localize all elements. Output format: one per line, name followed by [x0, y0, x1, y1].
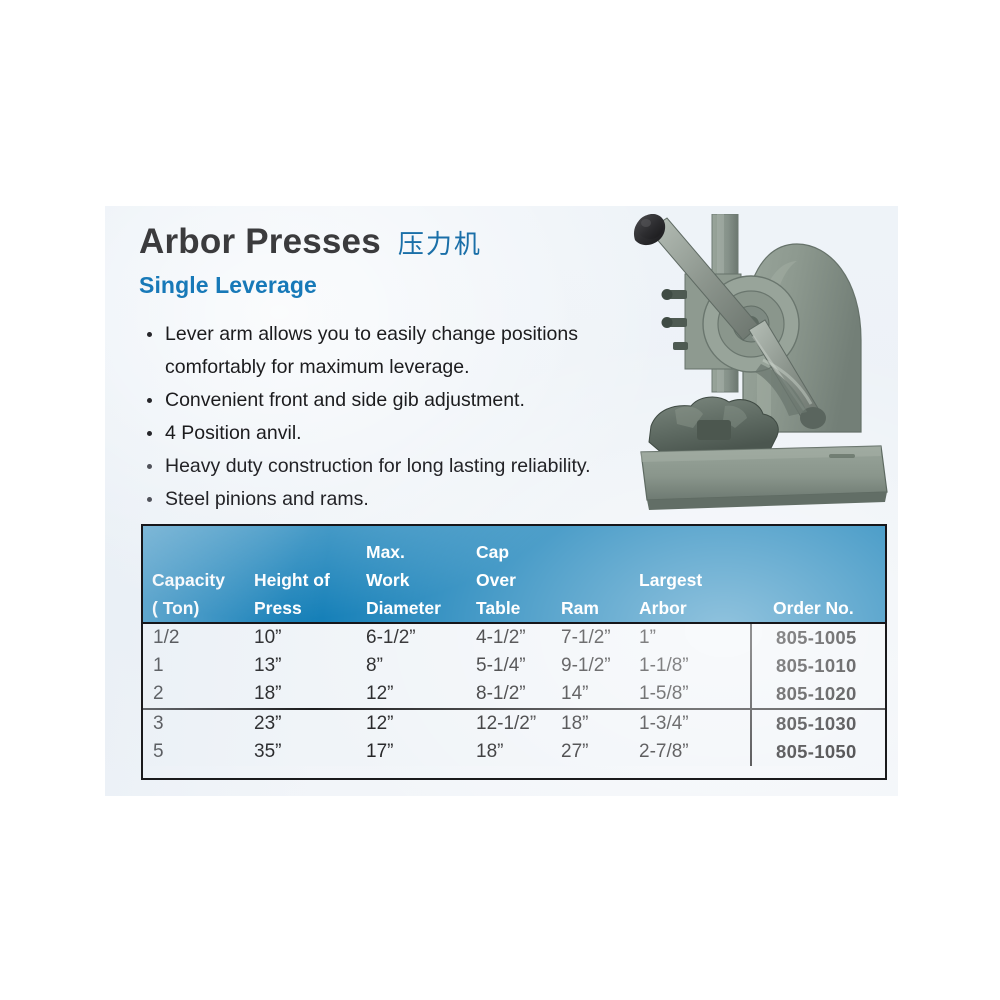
table-body: 1/2 10” 6-1/2” 4-1/2” 7-1/2” 1” 805-1005… — [141, 624, 887, 766]
cell-order-no: 805-1020 — [750, 680, 887, 709]
list-item: Lever arm allows you to easily change po… — [141, 318, 681, 384]
catalog-page: Arbor Presses 压力机 Single Leverage Lever a… — [105, 206, 898, 796]
cell-work-diameter: 12” — [366, 708, 476, 738]
cell-capacity: 3 — [141, 708, 254, 738]
column-header-max-work-diameter: Max. Work Diameter — [366, 526, 476, 624]
cell-height: 35” — [254, 738, 366, 766]
table-row: 3 23” 12” 12-1/2” 18” 1-3/4” 805-1030 — [141, 708, 887, 738]
cell-ram: 7-1/2” — [561, 624, 639, 652]
cell-cap-over-table: 18” — [476, 738, 561, 766]
column-header-capacity: Capacity ( Ton) — [141, 526, 254, 624]
page-subtitle: Single Leverage — [139, 272, 317, 298]
table-row: 1/2 10” 6-1/2” 4-1/2” 7-1/2” 1” 805-1005 — [141, 624, 887, 652]
cell-ram: 14” — [561, 680, 639, 709]
feature-list: Lever arm allows you to easily change po… — [141, 318, 681, 516]
table-row: 5 35” 17” 18” 27” 2-7/8” 805-1050 — [141, 738, 887, 766]
column-header-height-of-press: Height of Press — [254, 526, 366, 624]
table-row: 1 13” 8” 5-1/4” 9-1/2” 1-1/8” 805-1010 — [141, 652, 887, 680]
title-english: Arbor Presses — [139, 222, 381, 261]
cell-height: 10” — [254, 624, 366, 652]
cell-cap-over-table: 8-1/2” — [476, 680, 561, 709]
column-header-cap-over-table: Cap Over Table — [476, 526, 561, 624]
cell-ram: 18” — [561, 708, 639, 738]
cell-order-no: 805-1050 — [750, 738, 887, 766]
cell-largest-arbor: 1” — [639, 624, 751, 652]
cell-order-no: 805-1005 — [750, 624, 887, 652]
title-chinese: 压力机 — [397, 230, 482, 260]
cell-cap-over-table: 12-1/2” — [476, 708, 561, 738]
list-item: Convenient front and side gib adjustment… — [141, 384, 681, 417]
cell-height: 23” — [254, 708, 366, 738]
cell-largest-arbor: 1-3/4” — [639, 708, 751, 738]
bullet-dot-icon — [147, 398, 152, 403]
cell-cap-over-table: 5-1/4” — [476, 652, 561, 680]
cell-capacity: 5 — [141, 738, 254, 766]
cell-largest-arbor: 2-7/8” — [639, 738, 751, 766]
cell-ram: 27” — [561, 738, 639, 766]
list-item: Steel pinions and rams. — [141, 483, 681, 516]
bullet-dot-icon — [147, 497, 152, 502]
cell-height: 18” — [254, 680, 366, 709]
table-header: Capacity ( Ton) Height of Press Max. Wor… — [141, 526, 887, 624]
cell-work-diameter: 17” — [366, 738, 476, 766]
cell-cap-over-table: 4-1/2” — [476, 624, 561, 652]
cell-capacity: 1/2 — [141, 624, 254, 652]
cell-largest-arbor: 1-1/8” — [639, 652, 751, 680]
table-row: 2 18” 12” 8-1/2” 14” 1-5/8” 805-1020 — [141, 680, 887, 709]
feature-text: Heavy duty construction for long lasting… — [165, 455, 591, 477]
specifications-table: Capacity ( Ton) Height of Press Max. Wor… — [141, 526, 887, 766]
product-photo — [633, 214, 898, 512]
list-item: 4 Position anvil. — [141, 417, 681, 450]
cell-largest-arbor: 1-5/8” — [639, 680, 751, 709]
bullet-dot-icon — [147, 431, 152, 436]
feature-text: Lever arm allows you to easily change po… — [165, 323, 578, 378]
cell-height: 13” — [254, 652, 366, 680]
cell-work-diameter: 12” — [366, 680, 476, 709]
cell-capacity: 2 — [141, 680, 254, 709]
cell-capacity: 1 — [141, 652, 254, 680]
cell-work-diameter: 6-1/2” — [366, 624, 476, 652]
column-header-largest-arbor: Largest Arbor — [639, 526, 751, 624]
bullet-dot-icon — [147, 464, 152, 469]
list-item: Heavy duty construction for long lasting… — [141, 450, 681, 483]
cell-work-diameter: 8” — [366, 652, 476, 680]
cell-order-no: 805-1030 — [750, 708, 887, 738]
column-header-ram: Ram — [561, 526, 639, 624]
feature-text: Steel pinions and rams. — [165, 488, 369, 510]
page-title: Arbor Presses 压力机 — [139, 222, 482, 262]
feature-text: 4 Position anvil. — [165, 422, 302, 444]
column-header-order-no: Order No. — [751, 526, 887, 624]
bullet-dot-icon — [147, 332, 152, 337]
cell-ram: 9-1/2” — [561, 652, 639, 680]
cell-order-no: 805-1010 — [750, 652, 887, 680]
feature-text: Convenient front and side gib adjustment… — [165, 389, 525, 411]
header-row: Capacity ( Ton) Height of Press Max. Wor… — [141, 526, 887, 624]
